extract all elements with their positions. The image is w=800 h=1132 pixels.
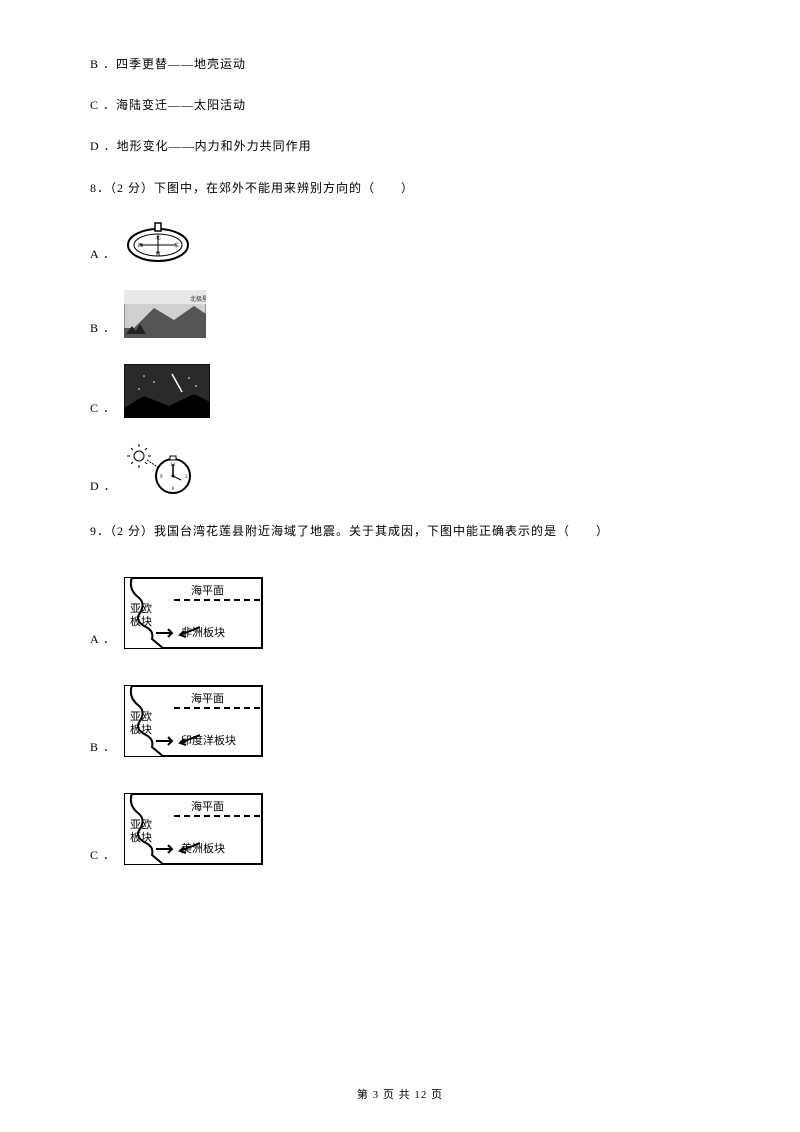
q8-option-c: C ．	[90, 364, 710, 418]
plate-left-l1: 亚欧	[130, 603, 152, 615]
svg-text:西: 西	[138, 243, 143, 249]
plate-left-c-l2: 板块	[130, 832, 152, 844]
option-d-prev: D ．地形变化——内力和外力共同作用	[90, 137, 710, 156]
plate-left-l2: 板块	[130, 616, 152, 628]
q8-option-d: D ． 12 3 6 9	[90, 444, 710, 496]
q8-label-c: C ．	[90, 399, 116, 418]
night-sky-photo-icon	[124, 364, 210, 418]
svg-text:东: 东	[174, 242, 179, 249]
sea-level-label: 海平面	[191, 583, 224, 601]
q8-option-b: B ． 北极星	[90, 290, 710, 338]
plate-diagram-c: 海平面 亚欧 板块 美洲板块	[124, 793, 263, 865]
svg-text:南: 南	[156, 250, 161, 257]
q9-label-c: C ．	[90, 846, 116, 865]
q8-label-a: A ．	[90, 245, 116, 264]
plate-left-b-l1: 亚欧	[130, 711, 152, 723]
svg-text:北极星: 北极星	[190, 295, 206, 303]
compass-icon: 北 西 东 南	[124, 220, 192, 264]
plate-diagram-a: 海平面 亚欧 板块 非洲板块	[124, 577, 263, 649]
option-b-prev: B ．四季更替——地壳运动	[90, 55, 710, 74]
q8-label-d: D ．	[90, 477, 117, 496]
plate-left-b-l2: 板块	[130, 724, 152, 736]
sea-level-label-b: 海平面	[191, 691, 224, 709]
q9-label-b: B ．	[90, 738, 116, 757]
plate-left-c-l1: 亚欧	[130, 819, 152, 831]
plate-right-b: 印度洋板块	[181, 733, 236, 751]
page-footer: 第 3 页 共 12 页	[0, 1086, 800, 1102]
question-8-stem: 8．（2 分）下图中，在郊外不能用来辨别方向的（ ）	[90, 179, 710, 198]
q9-option-b: B ． 海平面 亚欧 板块 印度洋板块	[90, 685, 710, 757]
option-c-prev: C ．海陆变迁——太阳活动	[90, 96, 710, 115]
plate-right-c: 美洲板块	[181, 841, 225, 859]
question-9-stem: 9．（2 分）我国台湾花莲县附近海域了地震。关于其成因，下图中能正确表示的是（ …	[90, 522, 710, 541]
sun-watch-icon: 12 3 6 9	[125, 444, 197, 496]
svg-text:12: 12	[170, 463, 176, 468]
landscape-photo-icon: 北极星	[124, 290, 206, 338]
sea-level-label-c: 海平面	[191, 799, 224, 817]
svg-text:北: 北	[156, 234, 161, 241]
page-content: B ．四季更替——地壳运动 C ．海陆变迁——太阳活动 D ．地形变化——内力和…	[0, 0, 800, 931]
q9-label-a: A ．	[90, 630, 116, 649]
plate-diagram-b: 海平面 亚欧 板块 印度洋板块	[124, 685, 263, 757]
q9-option-c: C ． 海平面 亚欧 板块 美洲板块	[90, 793, 710, 865]
plate-right-a: 非洲板块	[181, 625, 225, 643]
q9-option-a: A ． 海平面 亚欧 板块 非洲板块	[90, 577, 710, 649]
q8-label-b: B ．	[90, 319, 116, 338]
q8-option-a: A ． 北 西 东 南	[90, 220, 710, 264]
